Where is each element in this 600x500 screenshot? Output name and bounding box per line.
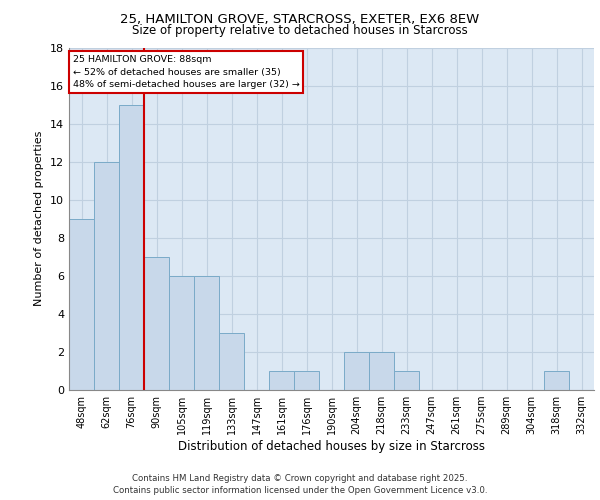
Text: 25, HAMILTON GROVE, STARCROSS, EXETER, EX6 8EW: 25, HAMILTON GROVE, STARCROSS, EXETER, E… [121, 12, 479, 26]
Bar [69, 219, 94, 390]
Bar [544, 371, 569, 390]
Bar [169, 276, 194, 390]
Bar [144, 257, 169, 390]
Bar [369, 352, 394, 390]
Bar [219, 333, 244, 390]
Bar [94, 162, 119, 390]
Text: Size of property relative to detached houses in Starcross: Size of property relative to detached ho… [132, 24, 468, 37]
Text: Contains HM Land Registry data © Crown copyright and database right 2025.
Contai: Contains HM Land Registry data © Crown c… [113, 474, 487, 495]
Text: 25 HAMILTON GROVE: 88sqm
← 52% of detached houses are smaller (35)
48% of semi-d: 25 HAMILTON GROVE: 88sqm ← 52% of detach… [73, 55, 299, 89]
X-axis label: Distribution of detached houses by size in Starcross: Distribution of detached houses by size … [178, 440, 485, 453]
Bar [269, 371, 294, 390]
Y-axis label: Number of detached properties: Number of detached properties [34, 131, 44, 306]
Bar [194, 276, 219, 390]
Bar [119, 104, 144, 390]
Bar [344, 352, 369, 390]
Bar [294, 371, 319, 390]
Bar [394, 371, 419, 390]
